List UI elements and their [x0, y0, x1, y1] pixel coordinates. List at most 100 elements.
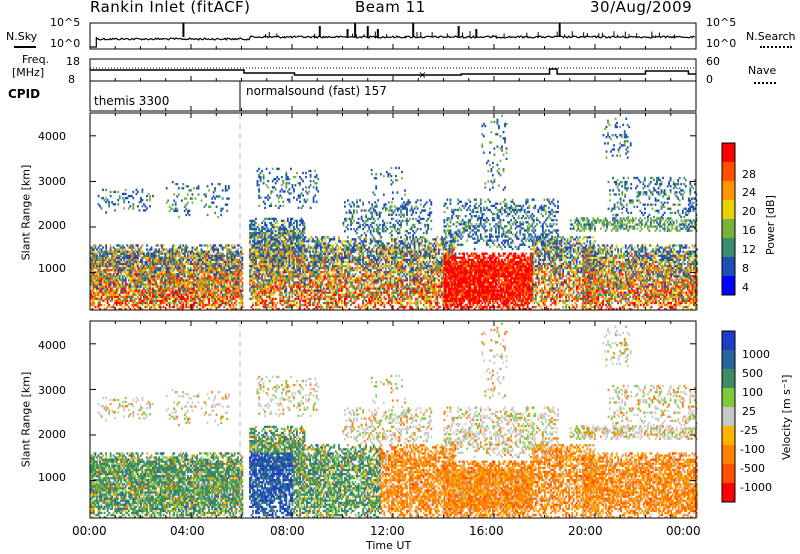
power-cell — [150, 269, 153, 272]
power-cell — [273, 217, 276, 221]
power-cell — [124, 266, 127, 270]
power-cell — [261, 227, 264, 231]
power-cell — [180, 305, 183, 309]
power-cell — [162, 297, 165, 301]
power-cell — [258, 293, 261, 296]
power-cell — [124, 279, 127, 282]
power-cell — [211, 305, 214, 309]
power-cell — [140, 277, 142, 280]
power-cell — [273, 266, 276, 270]
power-cell — [252, 262, 254, 266]
power-cell — [313, 291, 316, 294]
power-cell — [217, 303, 220, 307]
power-cell — [302, 230, 304, 233]
power-cell — [140, 246, 142, 249]
power-cell — [238, 291, 241, 294]
power-cell — [240, 297, 242, 301]
power-cell — [191, 252, 194, 255]
power-cell — [187, 295, 189, 298]
power-cell — [152, 283, 154, 286]
power-cell — [132, 275, 135, 278]
power-cell — [267, 248, 270, 251]
power-cell — [174, 295, 177, 298]
power-cell — [299, 200, 301, 203]
power-cell — [97, 283, 100, 286]
power-cell — [302, 256, 304, 259]
power-cell — [338, 236, 340, 239]
power-cell — [285, 279, 288, 282]
power-cell — [221, 299, 224, 303]
power-cell — [356, 281, 358, 284]
power-cell — [238, 295, 241, 298]
power-cell — [309, 248, 312, 251]
power-cell — [288, 182, 291, 185]
power-cell — [255, 232, 257, 235]
power-cell — [255, 254, 257, 257]
power-cell — [261, 287, 264, 290]
power-cell — [158, 273, 161, 276]
power-cell — [308, 186, 311, 189]
power-cell — [227, 285, 230, 288]
power-cell — [351, 266, 354, 270]
power-cell — [150, 307, 153, 311]
power-cell — [129, 260, 132, 264]
power-cell — [325, 301, 328, 305]
power-cell — [277, 230, 280, 233]
power-cell — [183, 299, 186, 303]
power-cell — [299, 289, 301, 292]
power-cell — [202, 258, 204, 262]
power-cell — [262, 289, 265, 292]
power-cell — [224, 271, 227, 274]
power-cell — [144, 283, 147, 286]
power-cell — [264, 256, 267, 259]
power-cell — [271, 238, 274, 241]
power-cell — [106, 287, 109, 290]
power-cell — [286, 198, 289, 201]
power-cell — [262, 173, 265, 177]
power-cell — [226, 203, 229, 206]
power-cell — [253, 260, 256, 264]
power-cell — [112, 283, 115, 286]
power-cell — [350, 252, 352, 255]
power-cell — [206, 266, 209, 270]
power-cell — [253, 240, 256, 243]
power-cell — [121, 269, 124, 272]
power-cell — [206, 307, 209, 311]
power-cell — [97, 246, 100, 249]
power-cell — [187, 273, 189, 276]
power-cell — [261, 250, 264, 253]
power-cell — [299, 264, 301, 268]
power-cell — [149, 271, 151, 274]
power-cell — [130, 269, 133, 272]
power-cell — [130, 256, 133, 259]
power-cell — [152, 295, 154, 298]
power-cell — [221, 246, 224, 249]
power-cell — [232, 283, 235, 286]
power-cell — [325, 291, 328, 294]
power-cell — [217, 281, 220, 284]
power-cell — [123, 252, 126, 255]
power-cell — [121, 196, 124, 200]
power-cell — [256, 169, 259, 173]
power-cell — [321, 238, 324, 241]
power-cell — [176, 289, 179, 292]
power-cell — [356, 262, 358, 266]
power-cell — [129, 269, 132, 272]
power-cell — [91, 250, 94, 253]
power-cell — [316, 297, 319, 301]
power-cell — [297, 264, 300, 268]
power-cell — [288, 238, 291, 241]
power-cell — [255, 289, 257, 292]
power-cell — [212, 297, 215, 301]
power-cell — [309, 250, 312, 253]
power-cell — [220, 287, 223, 290]
power-cell — [102, 250, 104, 253]
power-cell — [221, 252, 224, 255]
power-cell — [159, 271, 162, 274]
power-cell — [303, 258, 306, 262]
power-cell — [328, 289, 331, 292]
power-cell — [211, 297, 214, 301]
power-cell — [121, 299, 124, 303]
power-cell — [185, 271, 188, 274]
power-cell — [264, 221, 267, 225]
